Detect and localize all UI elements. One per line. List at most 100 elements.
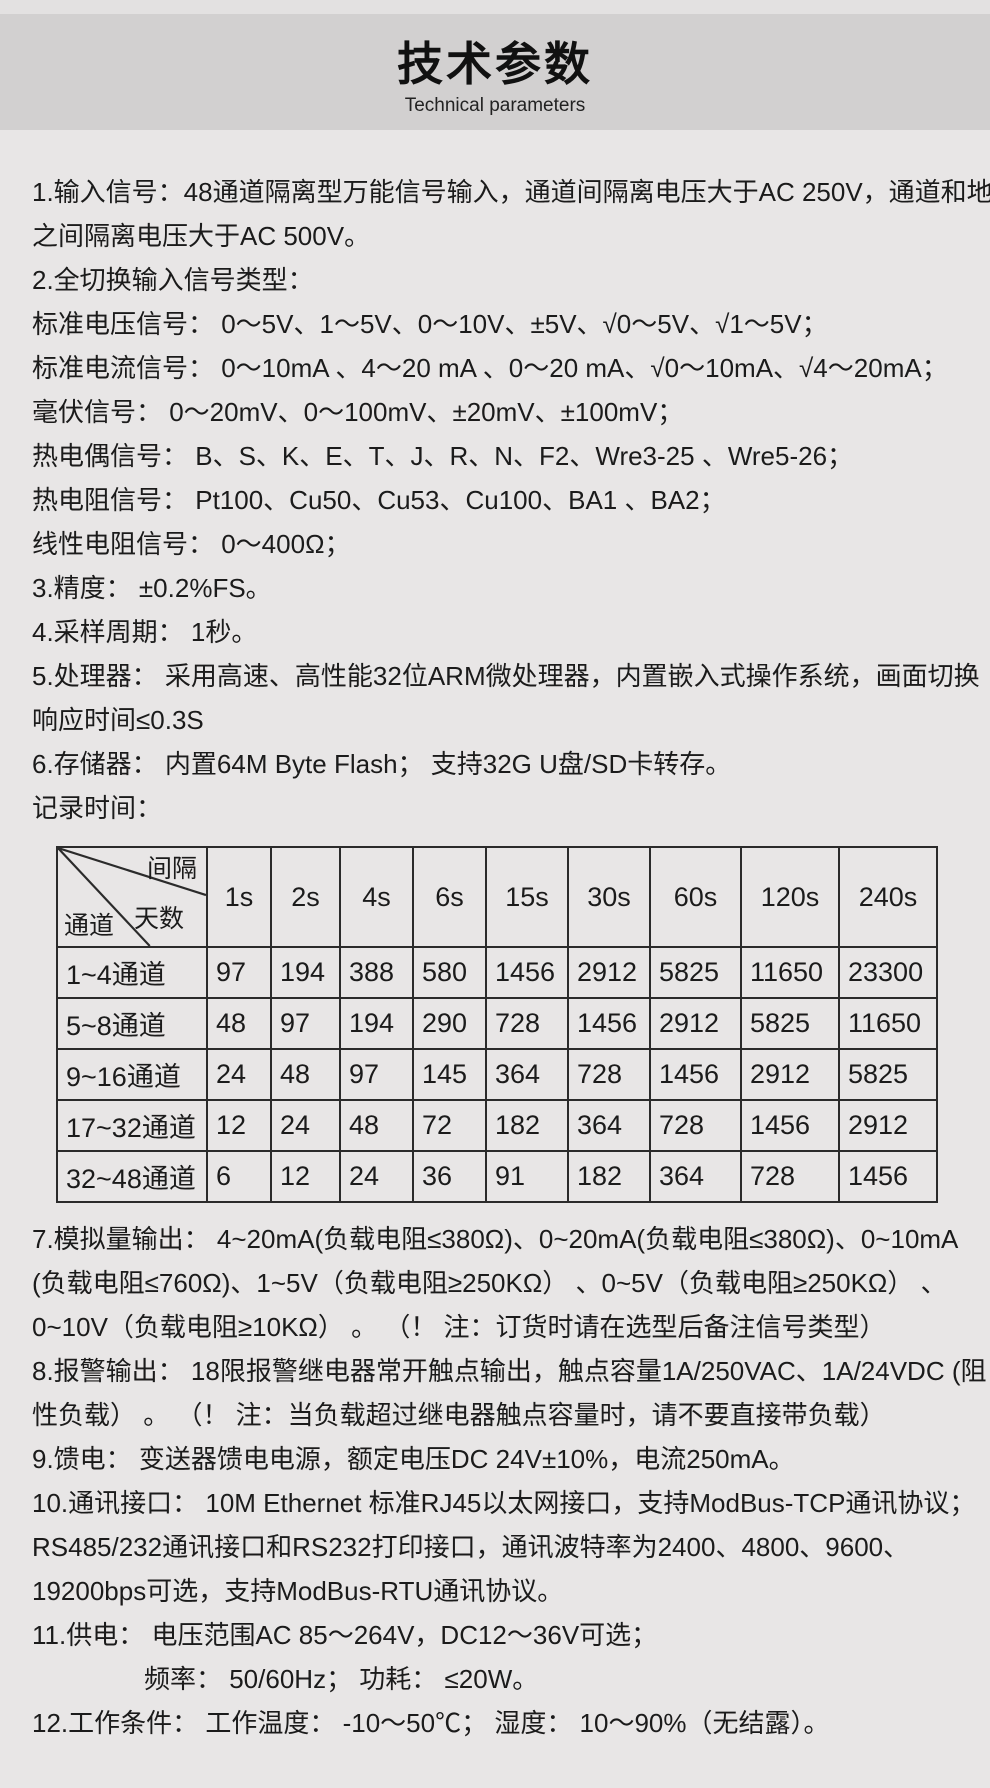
record-days-cell: 36 bbox=[412, 1150, 487, 1203]
record-days-cell: 2912 bbox=[838, 1099, 938, 1152]
interval-header-cell: 15s bbox=[485, 846, 569, 948]
spec-line: 19200bps可选，支持ModBus-RTU通讯协议。 bbox=[32, 1576, 564, 1606]
record-days-cell: 364 bbox=[649, 1150, 742, 1203]
table-row: 17~32通道 12 24 48 72 182 364 728 1456 291… bbox=[56, 1099, 938, 1152]
record-days-cell: 728 bbox=[649, 1099, 742, 1152]
record-days-cell: 1456 bbox=[838, 1150, 938, 1203]
channel-range-cell: 9~16通道 bbox=[56, 1048, 208, 1101]
table-row: 9~16通道 24 48 97 145 364 728 1456 2912 58… bbox=[56, 1048, 938, 1101]
record-days-cell: 1456 bbox=[485, 946, 569, 999]
spec-line: 0~10V（负载电阻≥10KΩ） 。 （！ 注：订货时请在选型后备注信号类型） bbox=[32, 1312, 886, 1342]
spec-list-continued: 7.模拟量输出： 4~20mA(负载电阻≤380Ω)、0~20mA(负载电阻≤3… bbox=[32, 1217, 987, 1745]
record-days-cell: 11650 bbox=[838, 997, 938, 1050]
spec-line: 毫伏信号： 0～20mV、0～100mV、±20mV、±100mV； bbox=[32, 397, 684, 427]
spec-line: RS485/232通讯接口和RS232打印接口，通讯波特率为2400、4800、… bbox=[32, 1532, 910, 1562]
spec-list: 1.输入信号：48通道隔离型万能信号输入，通道间隔离电压大于AC 250V，通道… bbox=[0, 130, 990, 1745]
interval-header-cell: 6s bbox=[412, 846, 487, 948]
record-days-cell: 48 bbox=[339, 1099, 414, 1152]
record-days-cell: 728 bbox=[485, 997, 569, 1050]
record-days-cell: 364 bbox=[485, 1048, 569, 1101]
table-corner-cell: 间隔 天数 通道 bbox=[56, 846, 208, 948]
record-days-cell: 5825 bbox=[838, 1048, 938, 1101]
record-days-cell: 6 bbox=[206, 1150, 272, 1203]
record-days-cell: 182 bbox=[485, 1099, 569, 1152]
record-days-cell: 194 bbox=[339, 997, 414, 1050]
table-header-row: 间隔 天数 通道 1s 2s 4s 6s 15s 30s 60s 120s 24… bbox=[56, 846, 938, 948]
record-time-table-wrap: 间隔 天数 通道 1s 2s 4s 6s 15s 30s 60s 120s 24… bbox=[56, 846, 970, 1203]
record-days-cell: 48 bbox=[270, 1048, 341, 1101]
table-row: 5~8通道 48 97 194 290 728 1456 2912 5825 1… bbox=[56, 997, 938, 1050]
record-days-cell: 12 bbox=[206, 1099, 272, 1152]
interval-header-cell: 4s bbox=[339, 846, 414, 948]
spec-line: 2.全切换输入信号类型： bbox=[32, 265, 314, 295]
channel-range-cell: 1~4通道 bbox=[56, 946, 208, 999]
interval-header-cell: 2s bbox=[270, 846, 341, 948]
record-days-cell: 72 bbox=[412, 1099, 487, 1152]
spec-line: 线性电阻信号： 0～400Ω； bbox=[32, 529, 351, 559]
channel-range-cell: 17~32通道 bbox=[56, 1099, 208, 1152]
page-subtitle: Technical parameters bbox=[404, 94, 586, 116]
channel-range-cell: 5~8通道 bbox=[56, 997, 208, 1050]
record-days-cell: 48 bbox=[206, 997, 272, 1050]
spec-line: 响应时间≤0.3S bbox=[32, 705, 204, 735]
record-days-cell: 12 bbox=[270, 1150, 341, 1203]
spec-line: 频率： 50/60Hz； 功耗： ≤20W。 bbox=[144, 1664, 539, 1694]
record-days-cell: 182 bbox=[567, 1150, 651, 1203]
spec-line: 9.馈电： 变送器馈电电源，额定电压DC 24V±10%，电流250mA。 bbox=[32, 1444, 795, 1474]
interval-header-cell: 240s bbox=[838, 846, 938, 948]
record-days-cell: 5825 bbox=[649, 946, 742, 999]
interval-header-cell: 1s bbox=[206, 846, 272, 948]
record-days-cell: 97 bbox=[206, 946, 272, 999]
page-title: 技术参数 bbox=[397, 37, 593, 90]
spec-line: 5.处理器： 采用高速、高性能32位ARM微处理器，内置嵌入式操作系统，画面切换 bbox=[32, 661, 980, 691]
record-days-cell: 2912 bbox=[567, 946, 651, 999]
spec-line: 热电阻信号： Pt100、Cu50、Cu53、Cu100、BA1 、BA2； bbox=[32, 485, 726, 515]
spec-line: 8.报警输出： 18限报警继电器常开触点输出，触点容量1A/250VAC、1A/… bbox=[32, 1356, 987, 1386]
channel-range-cell: 32~48通道 bbox=[56, 1150, 208, 1203]
spec-line: 记录时间： bbox=[32, 793, 163, 823]
spec-line: 4.采样周期： 1秒。 bbox=[32, 617, 258, 647]
record-days-cell: 24 bbox=[339, 1150, 414, 1203]
record-days-cell: 580 bbox=[412, 946, 487, 999]
record-days-cell: 5825 bbox=[740, 997, 840, 1050]
spec-line: 6.存储器： 内置64M Byte Flash； 支持32G U盘/SD卡转存。 bbox=[32, 749, 732, 779]
interval-header-cell: 30s bbox=[567, 846, 651, 948]
record-days-cell: 24 bbox=[206, 1048, 272, 1101]
corner-label-days: 天数 bbox=[134, 905, 185, 933]
spec-line: 标准电流信号： 0～10mA 、4～20 mA 、0～20 mA、√0～10mA… bbox=[32, 353, 948, 383]
spec-line: 12.工作条件： 工作温度： -10～50℃； 湿度： 10～90%（无结露）。 bbox=[32, 1708, 830, 1738]
table-row: 32~48通道 6 12 24 36 91 182 364 728 1456 bbox=[56, 1150, 938, 1203]
record-days-cell: 97 bbox=[270, 997, 341, 1050]
top-strip bbox=[0, 0, 990, 14]
interval-header-cell: 120s bbox=[740, 846, 840, 948]
spec-line: 10.通讯接口： 10M Ethernet 标准RJ45以太网接口，支持ModB… bbox=[32, 1488, 976, 1518]
record-days-cell: 2912 bbox=[649, 997, 742, 1050]
record-days-cell: 388 bbox=[339, 946, 414, 999]
interval-header-cell: 60s bbox=[649, 846, 742, 948]
record-days-cell: 2912 bbox=[740, 1048, 840, 1101]
record-days-cell: 364 bbox=[567, 1099, 651, 1152]
spec-line: 11.供电： 电压范围AC 85～264V，DC12～36V可选； bbox=[32, 1620, 658, 1650]
record-days-cell: 11650 bbox=[740, 946, 840, 999]
record-days-cell: 91 bbox=[485, 1150, 569, 1203]
record-days-cell: 1456 bbox=[740, 1099, 840, 1152]
spec-line: 热电偶信号： B、S、K、E、T、J、R、N、F2、Wre3-25 、Wre5-… bbox=[32, 441, 854, 471]
record-days-cell: 194 bbox=[270, 946, 341, 999]
record-days-cell: 24 bbox=[270, 1099, 341, 1152]
record-days-cell: 145 bbox=[412, 1048, 487, 1101]
title-banner: 技术参数 Technical parameters bbox=[0, 14, 990, 130]
corner-label-channel: 通道 bbox=[64, 912, 115, 940]
table-row: 1~4通道 97 194 388 580 1456 2912 5825 1165… bbox=[56, 946, 938, 999]
spec-line: 标准电压信号： 0～5V、1～5V、0～10V、±5V、√0～5V、√1～5V； bbox=[32, 309, 828, 339]
spec-line: 7.模拟量输出： 4~20mA(负载电阻≤380Ω)、0~20mA(负载电阻≤3… bbox=[32, 1224, 959, 1254]
spec-line: 3.精度： ±0.2%FS。 bbox=[32, 573, 272, 603]
spec-line: 之间隔离电压大于AC 500V。 bbox=[32, 221, 371, 251]
record-days-cell: 728 bbox=[567, 1048, 651, 1101]
corner-diagonal-lines bbox=[59, 849, 205, 945]
record-time-table: 间隔 天数 通道 1s 2s 4s 6s 15s 30s 60s 120s 24… bbox=[56, 846, 938, 1203]
record-days-cell: 290 bbox=[412, 997, 487, 1050]
spec-line: 1.输入信号：48通道隔离型万能信号输入，通道间隔离电压大于AC 250V，通道… bbox=[32, 177, 990, 207]
record-days-cell: 97 bbox=[339, 1048, 414, 1101]
record-days-cell: 1456 bbox=[649, 1048, 742, 1101]
